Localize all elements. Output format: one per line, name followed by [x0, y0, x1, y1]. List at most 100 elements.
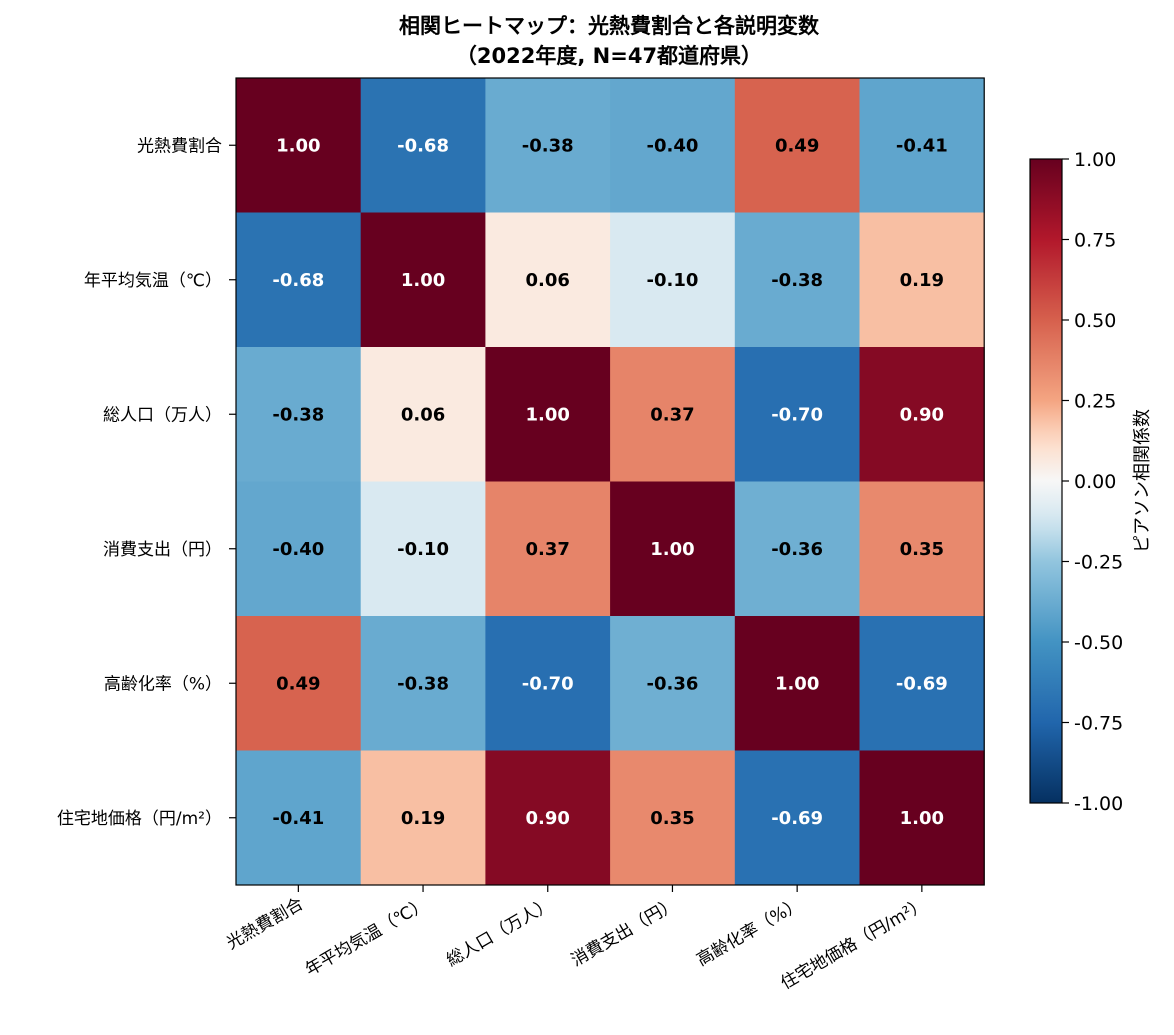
colorbar-tick-label: 0.00	[1074, 471, 1116, 493]
heatmap-cell	[236, 750, 362, 886]
heatmap-cell	[485, 616, 611, 751]
colorbar-tick-label: 0.50	[1074, 310, 1116, 332]
cell-value-label: -0.41	[896, 135, 948, 156]
heatmap-cell	[360, 347, 486, 482]
y-tick-label: 高齢化率（%）	[104, 674, 222, 694]
cell-value-label: 1.00	[650, 539, 694, 560]
heatmap-cell	[859, 347, 985, 482]
cell-value-label: 1.00	[526, 404, 570, 425]
x-tick-label: 年平均気温（℃）	[302, 894, 432, 980]
heatmap-cell	[734, 78, 860, 213]
cell-value-label: 0.49	[276, 673, 320, 694]
x-tick-label: 総人口（万人）	[443, 894, 556, 971]
colorbar-tick-label: -0.25	[1074, 552, 1123, 574]
cell-value-label: 0.19	[900, 270, 944, 291]
heatmap-cell	[236, 481, 362, 617]
cell-value-label: -0.36	[771, 539, 823, 560]
cell-value-label: 1.00	[401, 270, 445, 291]
cell-value-label: -0.69	[896, 673, 948, 694]
cell-value-label: -0.69	[771, 808, 823, 829]
axes-frame	[235, 77, 985, 886]
cell-value-label: 1.00	[775, 673, 819, 694]
x-tick-label: 光熱費割合	[223, 894, 307, 954]
heatmap-cell	[610, 616, 736, 751]
heatmap-cell	[360, 481, 486, 617]
heatmap-cell	[610, 78, 736, 213]
heatmap-cell	[734, 481, 860, 617]
heatmap-cells: 1.00 -0.68 -0.38 -0.40 0.49 -0.41 -0.68 1.00 0.0…	[236, 78, 985, 886]
x-tick-label: 高齢化率（%）	[693, 894, 805, 970]
cell-value-label: -0.10	[647, 270, 699, 291]
heatmap-cell	[236, 347, 362, 482]
heatmap-cell	[236, 78, 362, 213]
heatmap-cell	[485, 750, 611, 886]
cell-value-label: -0.38	[397, 673, 449, 694]
heatmap-cell	[859, 750, 985, 886]
cell-value-label: 0.37	[526, 539, 570, 560]
y-tick-label: 消費支出（円）	[103, 540, 222, 560]
heatmap-cell	[236, 212, 362, 348]
cell-value-label: -0.70	[771, 404, 823, 425]
cell-value-label: 0.49	[775, 135, 819, 156]
cell-value-label: -0.38	[522, 135, 574, 156]
heatmap-cell	[485, 212, 611, 348]
heatmap-cell	[734, 212, 860, 348]
heatmap-cell	[734, 347, 860, 482]
y-tick-label: 年平均気温（℃）	[84, 271, 222, 291]
colorbar-tick-label: 1.00	[1074, 149, 1116, 171]
heatmap-cell	[485, 347, 611, 482]
colorbar-tick-label: -0.50	[1074, 632, 1123, 654]
cell-value-label: -0.68	[272, 270, 324, 291]
cell-value-label: -0.38	[771, 270, 823, 291]
cell-value-label: 0.35	[900, 539, 944, 560]
heatmap-cell	[485, 481, 611, 617]
cell-value-label: 0.37	[650, 404, 694, 425]
heatmap-cell	[610, 481, 736, 617]
cell-value-label: -0.68	[397, 135, 449, 156]
heatmap-cell	[485, 78, 611, 213]
cell-value-label: -0.40	[647, 135, 699, 156]
cell-value-label: 0.90	[900, 404, 944, 425]
cell-value-label: -0.38	[272, 404, 324, 425]
y-tick-label: 光熱費割合	[137, 136, 222, 156]
heatmap-cell	[734, 750, 860, 886]
heatmap-cell	[610, 212, 736, 348]
cell-value-label: 0.06	[401, 404, 445, 425]
cell-value-label: -0.40	[272, 539, 324, 560]
heatmap-cell	[610, 750, 736, 886]
cell-value-label: 1.00	[900, 808, 944, 829]
colorbar-gradient	[1029, 158, 1063, 804]
cell-value-label: -0.41	[272, 808, 324, 829]
heatmap-cell	[360, 78, 486, 213]
heatmap-cell	[859, 212, 985, 348]
cell-value-label: 0.06	[526, 270, 570, 291]
heatmap-cell	[236, 616, 362, 751]
heatmap-cell	[859, 616, 985, 751]
cell-value-label: -0.36	[647, 673, 699, 694]
heatmap-cell	[859, 481, 985, 617]
cell-value-label: 0.90	[526, 808, 570, 829]
heatmap-axes	[229, 77, 985, 892]
colorbar-tick-label: -1.00	[1074, 793, 1123, 815]
heatmap-cell	[734, 616, 860, 751]
cell-value-label: 0.35	[650, 808, 694, 829]
cell-value-label: 1.00	[276, 135, 320, 156]
colorbar: 1.00 0.75 0.50 0.25 0.00 -0.25 -0.50 -0.75 -1.00…	[1029, 149, 1153, 815]
cell-value-label: 0.19	[401, 808, 445, 829]
colorbar-tick-label: 0.25	[1074, 391, 1116, 413]
colorbar-tick-label: 0.75	[1074, 230, 1116, 252]
y-tick-label: 総人口（万人）	[103, 405, 222, 425]
colorbar-tick-label: -0.75	[1074, 713, 1123, 735]
cell-value-label: -0.70	[522, 673, 574, 694]
x-tick-label: 消費支出（円）	[568, 894, 681, 971]
heatmap-cell	[610, 347, 736, 482]
heatmap-cell	[859, 78, 985, 213]
heatmap-cell	[360, 750, 486, 886]
colorbar-label: ピアソン相関係数	[1132, 409, 1153, 553]
heatmap-cell	[360, 212, 486, 348]
y-tick-label: 住宅地価格（円/m²）	[57, 809, 222, 829]
chart-subtitle: （2022年度, N=47都道府県）	[456, 44, 762, 68]
heatmap-cell	[360, 616, 486, 751]
